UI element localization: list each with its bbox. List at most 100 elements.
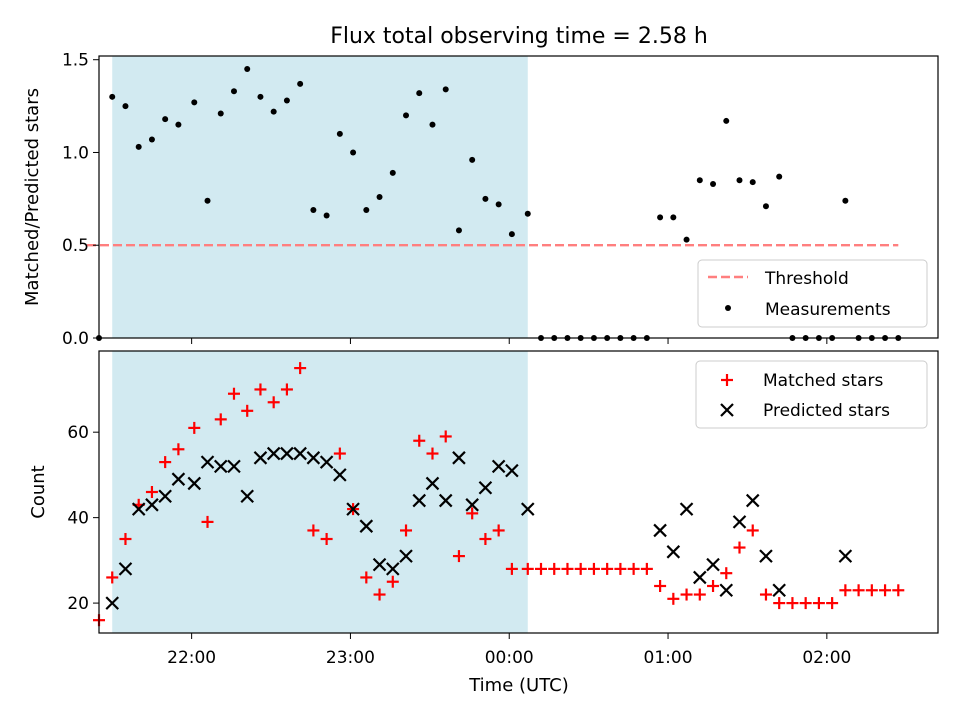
measurement-point (323, 212, 330, 219)
predicted-star-point (438, 493, 453, 508)
x-tick-label: 01:00 (644, 648, 693, 668)
matched-star-point (587, 562, 600, 575)
matched-star-point (521, 562, 534, 575)
matched-star-point (492, 524, 505, 537)
predicted-star-point (118, 562, 133, 576)
top-y-axis-label: Matched/Predicted stars (22, 88, 43, 306)
measurement-point (762, 203, 769, 210)
measurement-point (191, 99, 198, 106)
measurement-point (310, 206, 317, 213)
matched-star-point (574, 562, 587, 575)
predicted-star-point (706, 557, 720, 572)
predicted-star-point (759, 549, 773, 563)
predicted-star-point (280, 446, 294, 461)
matched-star-point (826, 597, 839, 610)
legend-matched-label: Matched stars (763, 371, 883, 391)
predicted-star-point (465, 498, 479, 512)
matched-star-point (227, 387, 240, 400)
measurement-point (336, 130, 343, 137)
measurement-point (244, 65, 251, 72)
predicted-star-point (187, 476, 202, 491)
matched-star-point (360, 571, 373, 584)
bottom-plot-frame (98, 350, 939, 634)
bottom-y-tick-label: 40 (67, 509, 89, 529)
matched-star-point (561, 562, 574, 575)
matched-star-point (799, 597, 812, 610)
legend-measurement-label: Measurements (765, 300, 891, 320)
matched-star-point (601, 562, 614, 575)
matched-star-point (373, 588, 386, 601)
matched-star-point (188, 421, 201, 434)
measurement-point (442, 86, 449, 93)
top-y-tick-label: 1.0 (62, 143, 89, 163)
matched-star-point (333, 447, 346, 460)
legend-matched-swatch (721, 374, 733, 386)
measurement-point (217, 110, 224, 117)
matched-star-point (172, 443, 185, 456)
measurement-point (363, 206, 370, 213)
top-y-tick-label: 1.5 (62, 51, 89, 71)
observing-window-shade (112, 351, 528, 633)
measurement-point (736, 177, 743, 184)
matched-star-point (852, 584, 865, 597)
measurement-point (482, 195, 489, 202)
matched-star-point (159, 456, 172, 469)
predicted-star-point (425, 476, 440, 491)
top-plot-frame (98, 55, 939, 339)
measurement-point (257, 93, 264, 100)
matched-star-point (786, 597, 799, 610)
legend-predicted-label: Predicted stars (763, 401, 890, 421)
top-y-tick-label: 0.5 (62, 236, 89, 256)
matched-star-point (426, 447, 439, 460)
predicted-star-point (693, 570, 707, 585)
matched-star-point (106, 571, 119, 584)
predicted-star-point (505, 463, 519, 478)
predicted-star-point (158, 489, 172, 504)
predicted-star-point (412, 493, 427, 508)
measurement-point (710, 181, 717, 188)
matched-star-point (307, 524, 320, 537)
predicted-star-point (346, 502, 360, 516)
matched-star-point (733, 541, 746, 554)
measurement-point (376, 194, 383, 200)
predicted-star-point (200, 455, 215, 469)
x-tick-label: 22:00 (167, 648, 216, 668)
measurement-point (723, 117, 730, 124)
matched-star-point (892, 584, 905, 597)
x-tick-label: 00:00 (485, 648, 534, 668)
chart-title: Flux total observing time = 2.58 h (330, 24, 708, 49)
matched-star-point (640, 562, 653, 575)
matched-star-point (812, 597, 825, 610)
measurement-point (109, 93, 116, 100)
predicted-star-point (333, 468, 347, 482)
top-legend: Threshold Measurements (697, 259, 928, 328)
top-y-tick-label: 0.0 (62, 329, 89, 349)
predicted-star-point (319, 455, 334, 469)
measurement-point (749, 179, 756, 186)
matched-star-point (534, 562, 547, 575)
predicted-star-point (240, 489, 254, 504)
predicted-star-point (732, 515, 747, 529)
matched-star-point (201, 515, 214, 528)
matched-star-point (145, 486, 158, 498)
measurement-point (135, 143, 142, 150)
top-legend-box (697, 259, 928, 328)
predicted-star-point (719, 583, 734, 598)
measurement-point (403, 112, 410, 119)
matched-star-point (879, 584, 892, 597)
predicted-star-point (386, 562, 400, 576)
matched-star-point (746, 524, 759, 537)
measurement-point (350, 149, 357, 156)
x-tick-label: 02:00 (802, 648, 851, 668)
measurement-point (270, 108, 277, 115)
matched-star-point (548, 562, 561, 575)
measurement-point (175, 121, 182, 128)
matched-star-point (439, 430, 452, 443)
measurement-point (842, 197, 849, 204)
predicted-star-point (666, 545, 681, 559)
matched-star-point (280, 383, 293, 396)
bottom-y-tick-label: 60 (67, 423, 89, 443)
measurement-point (670, 214, 677, 221)
bottom-legend-box (695, 360, 928, 429)
predicted-star-point (372, 557, 387, 572)
